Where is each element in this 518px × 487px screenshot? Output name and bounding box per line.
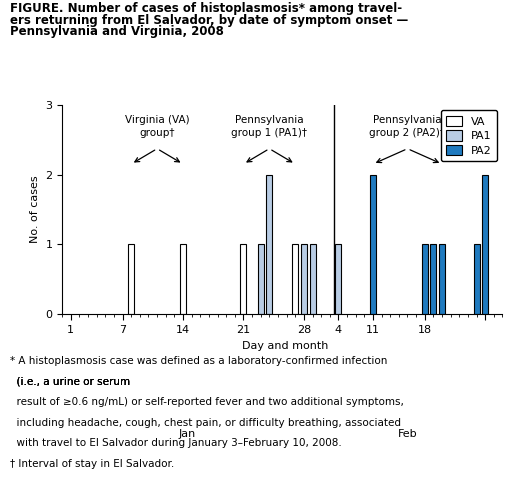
Text: * A histoplasmosis case was defined as a laboratory-confirmed infection: * A histoplasmosis case was defined as a… xyxy=(10,356,388,367)
Text: result of ≥0.6 ng/mL) or self-reported fever and two additional symptoms,: result of ≥0.6 ng/mL) or self-reported f… xyxy=(10,397,404,408)
Bar xyxy=(128,244,134,314)
Bar xyxy=(336,244,341,314)
Bar xyxy=(266,174,272,314)
Text: (i.e., a urine or serum: (i.e., a urine or serum xyxy=(10,377,134,387)
Legend: VA, PA1, PA2: VA, PA1, PA2 xyxy=(441,110,497,161)
Bar xyxy=(240,244,247,314)
Text: † Interval of stay in El Salvador.: † Interval of stay in El Salvador. xyxy=(10,459,175,469)
Bar xyxy=(310,244,315,314)
Text: Day and month: Day and month xyxy=(242,341,328,351)
Text: with travel to El Salvador during January 3–February 10, 2008.: with travel to El Salvador during Januar… xyxy=(10,438,342,449)
Text: Jan: Jan xyxy=(179,430,196,439)
Text: Pennsylvania
group 1 (PA1)†: Pennsylvania group 1 (PA1)† xyxy=(232,115,307,137)
Y-axis label: No. of cases: No. of cases xyxy=(30,176,40,243)
Bar xyxy=(370,174,376,314)
Text: (i.e., a urine or serum: (i.e., a urine or serum xyxy=(10,377,134,387)
Text: (i.e., a urine or serum: (i.e., a urine or serum xyxy=(10,377,134,387)
Text: Pennsylvania
group 2 (PA2)†: Pennsylvania group 2 (PA2)† xyxy=(369,115,445,137)
Text: FIGURE. Number of cases of histoplasmosis* among travel-: FIGURE. Number of cases of histoplasmosi… xyxy=(10,2,402,16)
Bar xyxy=(439,244,445,314)
Bar xyxy=(422,244,428,314)
Text: Pennsylvania and Virginia, 2008: Pennsylvania and Virginia, 2008 xyxy=(10,25,224,38)
Bar xyxy=(301,244,307,314)
Bar xyxy=(430,244,436,314)
Text: Virginia (VA)
group†: Virginia (VA) group† xyxy=(125,115,190,137)
Bar xyxy=(473,244,480,314)
Text: ers returning from El Salvador, by date of symptom onset —: ers returning from El Salvador, by date … xyxy=(10,14,409,27)
Bar xyxy=(258,244,264,314)
Bar xyxy=(180,244,186,314)
Bar xyxy=(482,174,488,314)
Text: including headache, cough, chest pain, or difficulty breathing, associated: including headache, cough, chest pain, o… xyxy=(10,418,401,428)
Text: Feb: Feb xyxy=(398,430,418,439)
Bar xyxy=(292,244,298,314)
